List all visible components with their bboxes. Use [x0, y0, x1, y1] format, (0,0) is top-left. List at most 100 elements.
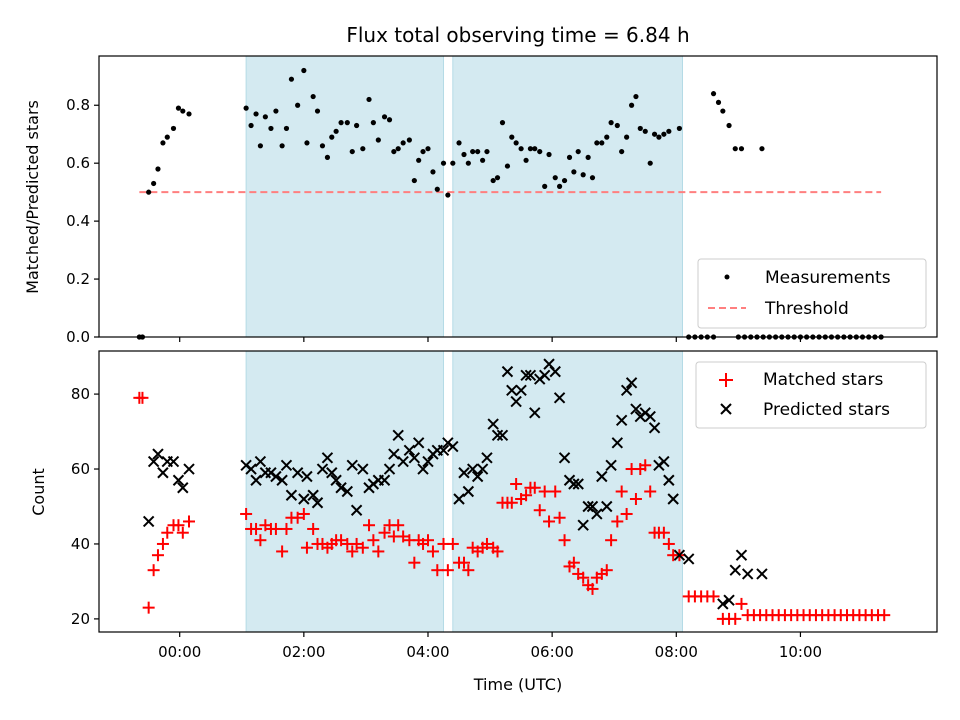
measurement-point [566, 154, 573, 160]
matched-star-point [142, 601, 155, 614]
matched-star-point [639, 459, 652, 472]
measurement-point [354, 122, 360, 129]
measurement-point [324, 154, 331, 160]
top-panel: 0.0 0.2 0.4 0.6 0.8 Flux total observing tim… [23, 23, 938, 346]
legend-matched-marker [719, 373, 733, 387]
matched-star-point [307, 522, 320, 535]
matched-star-point [480, 537, 493, 550]
predicted-star-point [417, 463, 429, 475]
predicted-star-point [378, 474, 391, 486]
predicted-star-point [466, 463, 479, 475]
predicted-star-point [510, 395, 522, 408]
matched-star-point [250, 522, 263, 535]
measurement-point [523, 157, 529, 163]
predicted-star-point [735, 549, 748, 561]
measurement-point [430, 169, 436, 175]
predicted-star-point [388, 448, 400, 460]
measurement-point [391, 148, 397, 155]
predicted-star-point [596, 470, 608, 483]
predicted-star-point [458, 467, 470, 479]
predicted-star-point [147, 455, 160, 468]
measurement-point [456, 140, 462, 146]
measurement-point [160, 140, 166, 146]
top-shaded-spans [245, 55, 683, 338]
bottom-x-tick-label: 10:00 [779, 643, 822, 661]
measurement-point [301, 67, 307, 74]
predicted-star-point [717, 598, 729, 610]
matched-star-point [392, 519, 405, 532]
bottom-y-tick-label: 20 [71, 610, 90, 628]
predicted-star-point [682, 553, 695, 565]
predicted-star-point [245, 463, 257, 475]
predicted-star-point [408, 452, 421, 464]
measurement-point [537, 148, 543, 155]
predicted-star-point [549, 365, 561, 378]
predicted-star-point [620, 384, 633, 397]
measurement-point [461, 151, 467, 158]
matched-star-point [151, 549, 164, 562]
matched-star-point [707, 590, 720, 603]
measurement-point [425, 146, 431, 152]
measurement-point [738, 146, 745, 152]
measurement-point [532, 146, 538, 152]
predicted-star-point [756, 568, 768, 580]
measurement-point [310, 93, 316, 100]
matched-star-point [269, 522, 282, 535]
predicted-star-point [625, 377, 638, 389]
matched-star-point [611, 515, 624, 528]
matched-star-point [367, 534, 380, 547]
matched-star-point [533, 504, 546, 517]
measurement-point [257, 143, 263, 149]
bottom-y-axis-label: Count [29, 468, 48, 516]
top-legend: Measurements Threshold [697, 258, 927, 329]
measurement-point [759, 146, 765, 152]
bottom-axes-frame [98, 350, 938, 633]
matched-star-point [878, 609, 891, 622]
x-axis-label: Time (UTC) [473, 675, 562, 694]
measurement-point [732, 146, 738, 152]
measurement-point [475, 148, 481, 155]
matched-star-point [457, 556, 470, 569]
measurement-point [561, 177, 568, 184]
measurement-point [710, 91, 717, 97]
bottom-y-ticks: 20 40 60 80 [71, 385, 99, 628]
measurement-point [726, 122, 732, 129]
predicted-star-point [658, 455, 670, 468]
measurement-point [186, 111, 192, 117]
predicted-star-point [481, 452, 493, 464]
matched-star-point [629, 492, 642, 505]
measurement-point [434, 186, 440, 192]
predicted-star-point [157, 467, 169, 479]
matched-star-point [297, 507, 310, 520]
measurement-point [400, 140, 406, 146]
predicted-star-point [558, 452, 571, 464]
matched-star-point [397, 530, 410, 543]
predicted-star-point [335, 482, 347, 494]
measurement-point [720, 108, 726, 114]
measurement-point [484, 148, 490, 155]
top-y-tick-label: 0.4 [66, 212, 90, 230]
measurement-point [420, 148, 426, 155]
predicted-star-point [605, 459, 617, 471]
predicted-star-point [403, 444, 416, 456]
legend-measurements-label: Measurements [765, 268, 891, 288]
predicted-star-point [311, 497, 324, 509]
matched-star-point [426, 545, 439, 558]
top-y-ticks: 0.0 0.2 0.4 0.6 0.8 [66, 96, 99, 346]
matched-star-point [605, 534, 618, 547]
measurement-point [329, 134, 335, 140]
measurement-point [715, 99, 722, 105]
matched-star-point [505, 496, 518, 509]
matched-star-point [441, 564, 454, 577]
measurement-point [268, 125, 274, 132]
predicted-star-point [487, 418, 499, 430]
predicted-star-point [591, 508, 603, 520]
matched-star-point [176, 526, 189, 539]
top-y-axis-label: Matched/Predicted stars [23, 100, 42, 294]
matched-star-point [662, 537, 675, 550]
matched-star-point [276, 545, 289, 558]
measurement-point [676, 125, 682, 132]
predicted-star-point [515, 384, 527, 397]
measurement-point [509, 134, 515, 140]
predicted-star-point [152, 448, 164, 460]
